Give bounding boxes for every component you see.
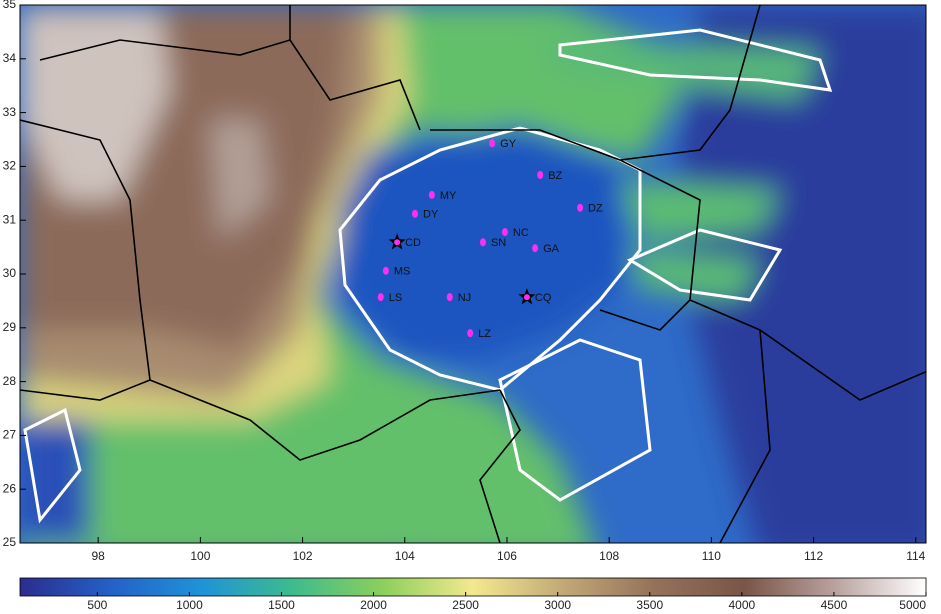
x-tick-label: 100	[190, 549, 210, 563]
city-label: CD	[405, 237, 421, 249]
city-dot	[501, 228, 508, 237]
y-tick-label: 30	[3, 266, 17, 280]
colorbar-tick-label: 4500	[821, 598, 848, 612]
colorbar-tick-label: 5000	[899, 598, 926, 612]
y-tick-label: 31	[3, 212, 17, 226]
city-dot	[394, 239, 401, 246]
city-label: SN	[491, 237, 506, 249]
city-label: DZ	[588, 203, 603, 215]
colorbar-tick-label: 3500	[636, 598, 663, 612]
x-tick-label: 114	[906, 549, 925, 563]
city-dot	[532, 244, 539, 253]
city-label: NJ	[458, 292, 471, 304]
colorbar-tick-label: 2000	[360, 598, 387, 612]
city-label: NC	[513, 227, 529, 239]
city-label: LZ	[478, 328, 491, 340]
city-label: MS	[394, 266, 411, 278]
city-dot	[467, 329, 474, 338]
city-label: GY	[500, 138, 517, 150]
city-dot	[377, 293, 384, 302]
terrain	[20, 5, 926, 543]
y-tick-label: 29	[3, 320, 17, 334]
city-dot	[577, 203, 584, 212]
x-tick-label: 106	[497, 549, 517, 563]
city-label: CQ	[535, 292, 552, 304]
x-tick-label: 104	[395, 549, 415, 563]
city-dot	[382, 266, 389, 275]
colorbar-tick-label: 2500	[452, 598, 479, 612]
y-tick-label: 32	[3, 159, 17, 173]
y-tick-label: 25	[3, 535, 17, 549]
colorbar-tick-label: 3000	[544, 598, 571, 612]
x-tick-label: 102	[293, 549, 313, 563]
y-tick-label: 33	[3, 105, 17, 119]
y-tick-label: 34	[3, 51, 17, 65]
y-tick-label: 27	[3, 428, 17, 442]
city-dot	[479, 238, 486, 247]
x-tick-label: 98	[92, 549, 106, 563]
y-tick-label: 35	[3, 0, 17, 11]
x-tick-label: 110	[702, 549, 721, 563]
colorbar-tick-label: 1000	[176, 598, 203, 612]
y-tick-label: 26	[3, 481, 17, 495]
colorbar	[19, 577, 927, 597]
x-tick-label: 108	[599, 549, 619, 563]
city-label: GA	[543, 243, 560, 255]
colorbar-tick-label: 4000	[729, 598, 756, 612]
city-label: DY	[423, 209, 439, 221]
y-tick-label: 28	[3, 374, 17, 388]
city-dot	[537, 171, 544, 180]
city-label: MY	[440, 190, 457, 202]
x-tick-label: 112	[804, 549, 823, 563]
city-dot	[446, 293, 453, 302]
city-dot	[489, 139, 496, 148]
city-label: LS	[389, 292, 402, 304]
city-dot	[412, 209, 419, 218]
colorbar-tick-label: 500	[87, 598, 107, 612]
colorbar-tick-label: 1500	[268, 598, 295, 612]
city-label: BZ	[548, 170, 562, 182]
city-dot	[523, 294, 530, 301]
city-dot	[428, 190, 435, 199]
